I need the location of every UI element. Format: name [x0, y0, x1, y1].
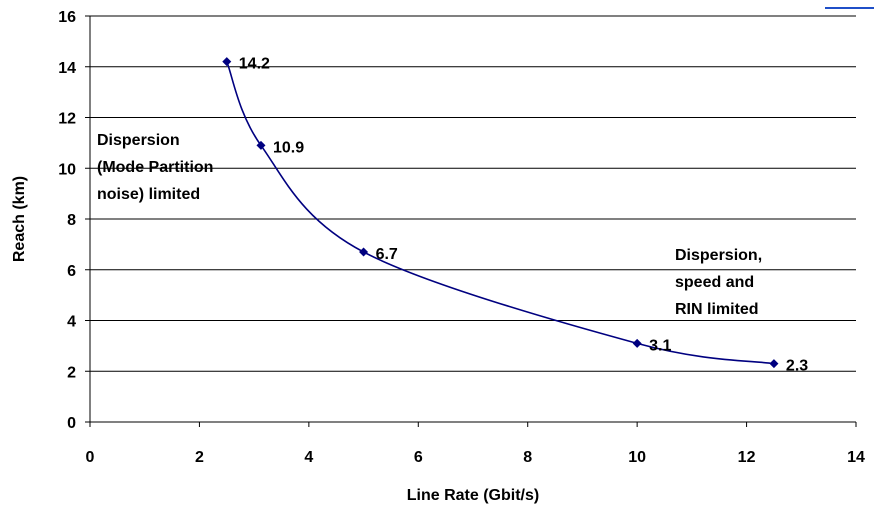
x-tick-label: 6	[414, 449, 423, 466]
y-tick-label: 4	[67, 314, 76, 331]
y-tick-label: 2	[67, 364, 76, 381]
data-label: 2.3	[786, 358, 808, 375]
y-tick-label: 6	[67, 263, 76, 280]
y-tick-label: 8	[67, 212, 76, 229]
data-label: 10.9	[273, 139, 304, 156]
data-point-marker	[769, 359, 779, 369]
y-tick-labels: 0 2 4 6 8 10 12 14 16	[58, 9, 90, 432]
grid-lines	[90, 15, 856, 372]
x-tick-label: 14	[847, 449, 865, 466]
data-point-marker	[256, 140, 266, 150]
y-axis-title: Reach (km)	[11, 176, 28, 262]
y-tick-label: 10	[58, 161, 76, 178]
annotation-line: (Mode Partition	[97, 159, 213, 176]
x-tick-label: 4	[304, 449, 313, 466]
annotation-line: Dispersion,	[675, 247, 762, 264]
data-label: 6.7	[376, 246, 398, 263]
y-tick-label: 12	[58, 111, 76, 128]
y-tick-label: 14	[58, 60, 76, 77]
annotation-line: RIN limited	[675, 301, 759, 318]
y-tick-label: 0	[67, 415, 76, 432]
annotation-line: noise) limited	[97, 186, 200, 203]
x-tick-label: 0	[86, 449, 95, 466]
y-tick-label: 16	[58, 9, 76, 26]
data-point-marker	[359, 247, 369, 257]
corner-mark	[825, 0, 874, 9]
annotation-line: speed and	[675, 274, 754, 291]
data-label: 14.2	[239, 56, 270, 73]
series-line	[226, 61, 775, 365]
x-tick-label: 2	[195, 449, 204, 466]
data-point-marker	[222, 57, 232, 67]
data-point-marker	[632, 338, 642, 348]
data-labels: 14.2 10.9 6.7 3.1 2.3	[239, 56, 808, 375]
annotations: Dispersion (Mode Partition noise) limited D…	[97, 132, 762, 318]
x-tick-label: 12	[738, 449, 756, 466]
data-label: 3.1	[649, 337, 671, 354]
annotation-line: Dispersion	[97, 132, 180, 149]
x-axis-title: Line Rate (Gbit/s)	[407, 487, 539, 504]
x-tick-labels: 0 2 4 6 8 10 12 14	[86, 422, 865, 466]
x-tick-label: 8	[523, 449, 532, 466]
data-markers	[222, 57, 779, 369]
x-tick-label: 10	[628, 449, 646, 466]
